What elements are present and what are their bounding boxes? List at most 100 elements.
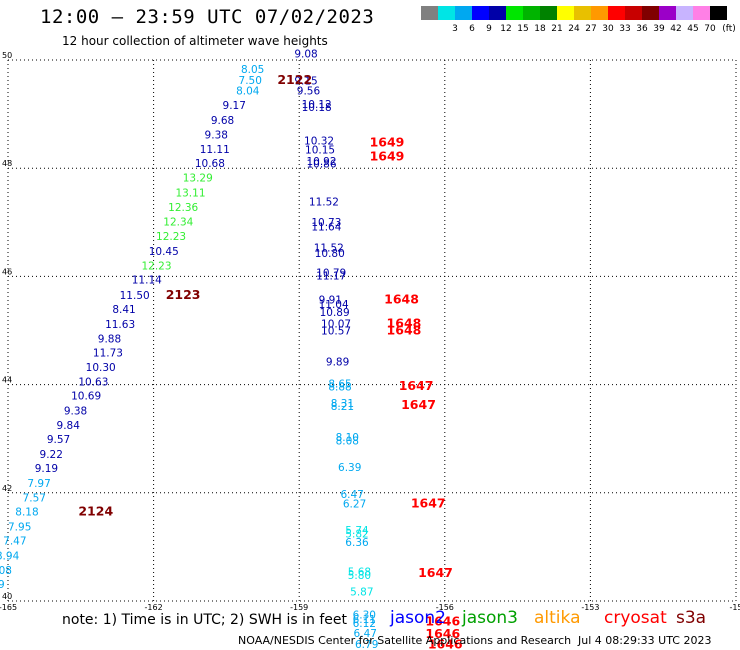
data-point-label: 10.57 — [321, 325, 351, 337]
data-point-label: 6.36 — [345, 537, 369, 549]
color-scale-label: 9 — [486, 24, 492, 34]
data-point-label: 9.68 — [211, 115, 234, 127]
data-point-label: 10.63 — [78, 377, 108, 389]
data-point-label: 8.88 — [328, 382, 351, 394]
data-point-label: 11.63 — [105, 319, 135, 331]
data-point-label: 5.82 — [345, 529, 368, 541]
data-point-label: 10.80 — [315, 248, 345, 260]
data-point-label: 11.50 — [120, 290, 150, 302]
data-point-label: 9.38 — [205, 129, 228, 141]
data-point-label: 9.08 — [294, 48, 317, 60]
data-point-label: 12.23 — [141, 260, 171, 272]
data-point-label: 7.57 — [23, 492, 46, 504]
pass-time-label: 1648 — [387, 322, 422, 337]
color-scale-swatch — [472, 6, 489, 20]
color-scale-swatch — [574, 6, 591, 20]
data-point-label: 8.05 — [241, 64, 264, 76]
data-point-label: 11.73 — [93, 347, 123, 359]
color-scale-label: 21 — [551, 24, 563, 34]
data-point-label: 6.11 — [353, 614, 376, 626]
data-point-label: 6.47 — [340, 489, 363, 501]
data-point-label: 8.41 — [112, 304, 135, 316]
color-scale-unit: (ft) — [722, 24, 736, 34]
data-point-label: 9.19 — [35, 463, 58, 475]
color-scale-label: 33 — [619, 24, 631, 34]
data-point-label: 11.11 — [200, 144, 230, 156]
pass-time-label: 1647 — [418, 565, 453, 580]
color-scale-swatch — [693, 6, 710, 20]
data-point-label: 10.86 — [306, 159, 336, 171]
data-point-label: 8.08 — [0, 565, 12, 577]
data-point-label: 9.22 — [40, 449, 63, 461]
data-point-label: 8.04 — [236, 86, 260, 98]
satellite-jason3: jason3 — [462, 608, 518, 628]
color-scale-swatch — [506, 6, 523, 20]
satellite-s3a: s3a — [676, 608, 707, 628]
pass-time-label: 1647 — [399, 378, 434, 393]
color-scale-swatch — [676, 6, 693, 20]
pass-time-label: 1648 — [387, 315, 422, 330]
data-point-label: 7.50 — [239, 75, 262, 87]
data-point-label: 6.79 — [355, 639, 378, 650]
data-point-label: 5.87 — [350, 587, 373, 599]
footer-note: note: 1) Time is in UTC; 2) SWH is in fe… — [62, 612, 348, 628]
color-scale-label: 39 — [653, 24, 665, 34]
data-point-label: 9.38 — [64, 405, 87, 417]
color-scale-label: 45 — [687, 24, 699, 34]
color-scale-label: 6 — [469, 24, 475, 34]
y-tick-label: 48 — [2, 159, 12, 168]
pass-time-label: 1647 — [401, 397, 436, 412]
color-scale-label: 12 — [500, 24, 512, 34]
data-point-label: 6.12 — [353, 618, 376, 630]
credit-line: NOAA/NESDIS Center for Satellite Applica… — [238, 634, 572, 647]
data-point-label: 8.10 — [336, 432, 359, 444]
y-tick-label: 44 — [2, 376, 12, 385]
y-tick-label: 50 — [2, 51, 12, 60]
data-point-label: 6.47 — [354, 628, 377, 640]
data-point-label: 9.57 — [47, 434, 70, 446]
data-point-label: 9.89 — [326, 357, 349, 369]
satellite-jason2: jason2 — [390, 608, 446, 628]
pass-time-label: 1646 — [428, 637, 463, 650]
color-scale-swatch — [591, 6, 608, 20]
data-point-label: 10.79 — [316, 267, 346, 279]
data-point-label: 8.18 — [15, 507, 38, 519]
pass-time-label: 2122 — [277, 72, 312, 87]
x-tick-label: -159 — [290, 603, 308, 612]
color-scale-swatch — [625, 6, 642, 20]
data-point-label: 5.80 — [348, 570, 371, 582]
pass-time-label: 1647 — [411, 495, 446, 510]
data-point-label: 12.23 — [156, 231, 186, 243]
data-point-label: 9.17 — [223, 100, 246, 112]
data-point-label: 13.11 — [175, 187, 205, 199]
color-scale-label: 3 — [452, 24, 458, 34]
color-scale-swatch — [540, 6, 557, 20]
data-point-label: 11.52 — [309, 197, 339, 209]
data-point-label: 10.07 — [321, 318, 351, 330]
data-point-label: 10.69 — [71, 391, 101, 403]
color-scale-label: 27 — [585, 24, 597, 34]
data-point-label: 12.34 — [163, 217, 193, 229]
color-scale-label: 42 — [670, 24, 682, 34]
color-scale-swatch — [421, 6, 438, 20]
data-point-label: 11.64 — [311, 221, 341, 233]
satellite-cryosat: cryosat — [604, 608, 667, 628]
color-scale-label: 30 — [602, 24, 614, 34]
data-point-label: 11.14 — [132, 274, 162, 286]
data-point-label: 9.84 — [57, 420, 81, 432]
y-tick-label: 46 — [2, 267, 12, 276]
data-point-label: 8.94 — [0, 550, 20, 562]
pass-time-label: 2124 — [78, 504, 113, 519]
y-tick-label: 42 — [2, 484, 12, 493]
data-point-label: 8.08 — [336, 436, 359, 448]
data-point-label: 7.47 — [3, 536, 26, 548]
color-scale-swatch — [523, 6, 540, 20]
x-tick-label: -165 — [0, 603, 17, 612]
data-point-label: 12.36 — [168, 202, 198, 214]
color-scale-swatch — [438, 6, 455, 20]
color-scale-swatch — [659, 6, 676, 20]
data-point-label: 11.52 — [314, 243, 344, 255]
y-tick-label: 40 — [2, 592, 12, 601]
pass-time-label: 1649 — [370, 135, 405, 150]
data-point-label: 10.73 — [311, 217, 341, 229]
